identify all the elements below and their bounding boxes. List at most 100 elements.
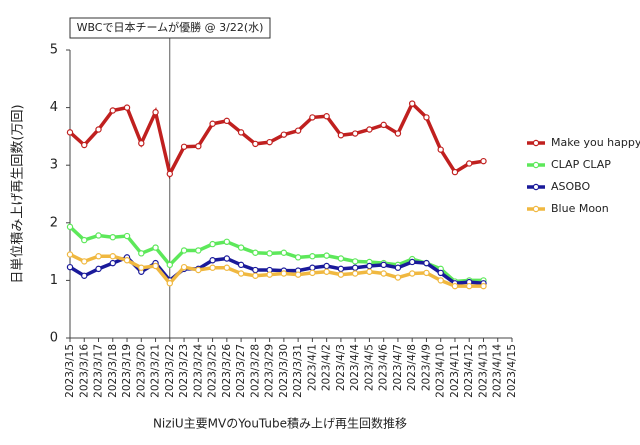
data-point — [66, 223, 74, 231]
data-point — [366, 262, 373, 270]
x-tick-label: 2023/4/3 — [335, 344, 347, 391]
data-point — [237, 244, 245, 251]
x-tick-label: 2023/4/4 — [349, 344, 361, 391]
data-point — [294, 271, 302, 278]
data-point — [152, 262, 159, 270]
data-point — [337, 255, 345, 262]
data-point — [152, 244, 159, 251]
x-tick-label: 2023/4/14 — [492, 344, 504, 398]
data-point — [451, 168, 459, 176]
data-point — [394, 274, 402, 281]
data-point — [223, 255, 231, 262]
data-point — [237, 270, 245, 277]
data-point — [252, 249, 259, 256]
data-point — [166, 261, 174, 269]
data-point — [351, 130, 359, 137]
legend-label: Make you happy — [551, 136, 640, 149]
data-point — [423, 114, 430, 121]
data-point — [95, 253, 102, 260]
data-point — [209, 240, 216, 248]
data-point — [437, 277, 444, 284]
legend-label: CLAP CLAP — [551, 158, 611, 171]
data-point — [180, 247, 188, 254]
data-point — [394, 130, 402, 137]
data-point — [280, 249, 288, 256]
x-tick-label: 2023/4/2 — [321, 344, 333, 391]
x-tick-label: 2023/3/15 — [64, 344, 76, 398]
data-point — [480, 282, 487, 290]
y-axis-label: 日単位積み上げ再生回数(万回) — [10, 104, 26, 283]
legend-label: Blue Moon — [551, 202, 609, 215]
x-tick-label: 2023/3/19 — [121, 344, 133, 398]
data-point — [223, 264, 231, 271]
y-tick-label: 1 — [50, 273, 58, 288]
y-tick-label: 0 — [50, 331, 58, 346]
x-tick-label: 2023/4/10 — [435, 344, 447, 398]
data-point — [237, 261, 245, 269]
data-point — [280, 270, 288, 277]
x-tick-label: 2023/4/13 — [477, 344, 489, 398]
data-point — [95, 126, 102, 133]
data-point — [309, 264, 316, 271]
data-point — [309, 269, 316, 277]
data-point — [337, 132, 345, 139]
data-point — [81, 272, 88, 279]
data-point — [466, 282, 473, 290]
x-tick-label: 2023/4/12 — [463, 344, 475, 398]
data-point — [95, 265, 102, 273]
x-tick-label: 2023/4/6 — [378, 344, 390, 391]
x-tick-label: 2023/4/1 — [306, 344, 318, 391]
x-tick-label: 2023/3/27 — [235, 344, 247, 398]
data-point — [81, 236, 88, 244]
data-point — [237, 129, 245, 136]
x-tick-label: 2023/3/24 — [192, 344, 204, 398]
data-point — [252, 140, 259, 148]
data-point — [380, 270, 387, 277]
data-point — [209, 257, 216, 264]
data-point — [266, 138, 273, 146]
data-point — [309, 253, 316, 260]
x-tick-label: 2023/3/16 — [78, 344, 90, 398]
data-point — [294, 127, 302, 134]
x-tick-label: 2023/4/9 — [420, 344, 432, 391]
x-tick-label: 2023/3/31 — [292, 344, 304, 398]
data-point — [366, 268, 373, 275]
data-point — [437, 269, 444, 277]
data-point — [337, 271, 345, 278]
data-point — [351, 258, 359, 265]
x-tick-label: 2023/3/21 — [150, 344, 162, 398]
data-point — [109, 233, 116, 241]
data-point — [309, 114, 316, 121]
data-point — [266, 250, 273, 257]
data-point — [323, 252, 330, 259]
data-point — [195, 247, 202, 254]
x-tick-label: 2023/3/20 — [135, 344, 147, 398]
data-point — [109, 107, 116, 114]
data-point — [223, 238, 231, 246]
data-point — [451, 282, 459, 290]
data-point — [195, 266, 202, 274]
x-axis-label: NiziU主要MVのYouTube積み上げ再生回数推移 — [153, 416, 407, 431]
x-tick-label: 2023/3/25 — [207, 344, 219, 398]
data-point — [437, 146, 444, 153]
x-tick-label: 2023/3/17 — [93, 344, 105, 398]
data-point — [408, 258, 416, 266]
legend-marker — [532, 161, 540, 169]
data-point — [123, 104, 131, 111]
data-point — [209, 264, 216, 271]
data-point — [408, 100, 416, 107]
data-point — [138, 264, 145, 271]
data-point — [66, 129, 74, 136]
x-tick-label: 2023/4/7 — [392, 344, 404, 391]
y-tick-label: 5 — [50, 43, 58, 58]
data-point — [423, 269, 430, 277]
data-point — [366, 126, 373, 133]
data-point — [109, 259, 116, 267]
legend-marker — [532, 139, 540, 147]
annotation-text: WBCで日本チームが優勝 @ 3/22(水) — [77, 20, 264, 34]
x-tick-label: 2023/3/22 — [164, 344, 176, 398]
x-tick-label: 2023/3/23 — [178, 344, 190, 398]
data-point — [252, 266, 259, 274]
x-tick-label: 2023/3/28 — [249, 344, 261, 398]
